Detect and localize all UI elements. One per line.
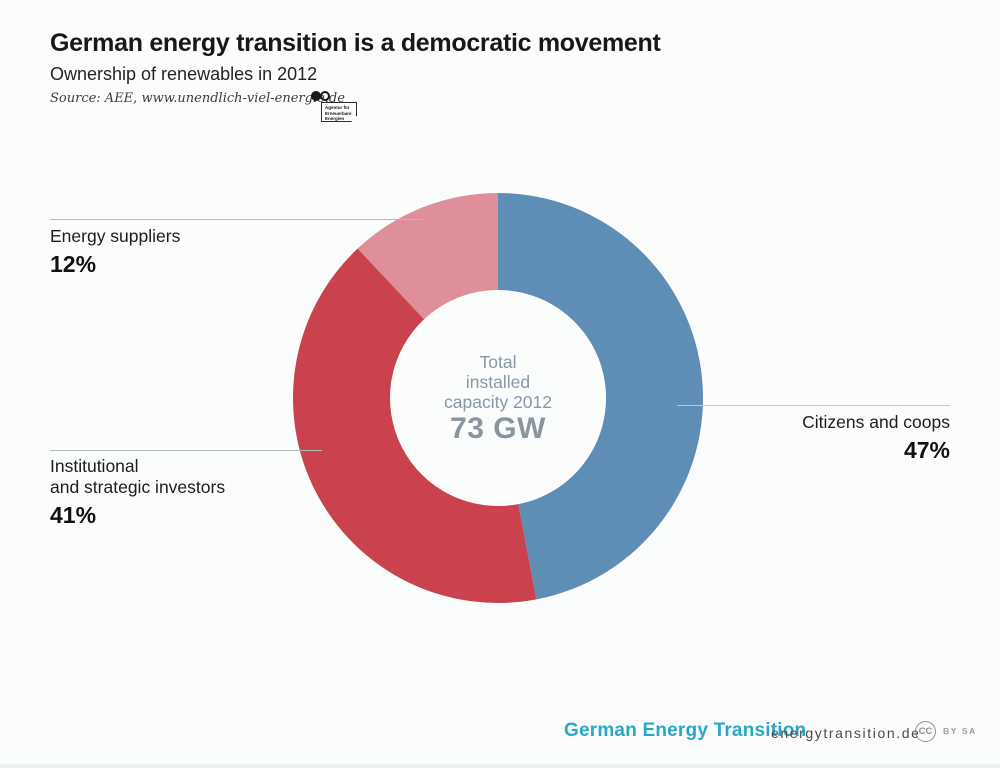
total-capacity-value: 73 GW — [450, 412, 546, 445]
german-energy-transition-logo: German Energy Transition — [564, 720, 807, 741]
bottom-strip — [0, 764, 1000, 768]
callout-label-line: and strategic investors — [50, 477, 226, 497]
cc-icon: CC — [915, 720, 936, 742]
center-label-line: Total — [479, 352, 517, 372]
callout-energy-suppliers: Energy suppliers 12% — [50, 226, 180, 278]
cc-license-badge[interactable]: CC BY SA — [915, 720, 977, 742]
center-label-line: installed — [465, 372, 531, 392]
aee-logo-ring-icon — [320, 91, 330, 101]
callout-citizens: Citizens and coops 47% — [802, 412, 950, 464]
cc-license-terms: BY SA — [943, 726, 977, 736]
page-title: German energy transition is a democratic… — [50, 29, 661, 57]
aee-logo: Agentur für Erneuerbare Energien — [311, 89, 361, 125]
callout-label: Energy suppliers — [50, 226, 181, 246]
callout-institutional: Institutional and strategic investors 41… — [50, 456, 225, 529]
donut-segment-energy-suppliers — [357, 193, 498, 320]
aee-logo-text-line: Erneuerbare — [325, 110, 352, 116]
callout-percent: 47% — [903, 437, 950, 463]
source-caption: Source: AEE, www.unendlich-viel-energie.… — [50, 91, 345, 106]
callout-label: Institutional and strategic investors — [50, 456, 225, 498]
leader-line-institutional — [50, 450, 322, 451]
callout-percent: 41% — [50, 502, 97, 528]
donut-segment-citizens-and-coops — [498, 193, 704, 600]
leader-line-energy-suppliers — [50, 219, 423, 220]
subtitle: Ownership of renewables in 2012 — [50, 64, 318, 84]
donut-chart — [293, 193, 704, 604]
callout-label: Citizens and coops — [802, 412, 950, 432]
center-label-line: capacity 2012 — [444, 392, 552, 412]
donut-center-label: Total installed capacity 2012 73 GW — [373, 352, 623, 445]
site-url[interactable]: energytransition.de — [771, 725, 921, 741]
aee-logo-text-line: Energien — [325, 116, 345, 121]
aee-logo-note: Agentur für Erneuerbare Energien — [321, 102, 357, 122]
donut-segment-institutional-and-strategic-investors — [293, 248, 537, 604]
aee-logo-text-line: Agentur für — [325, 105, 350, 110]
callout-percent: 12% — [50, 251, 97, 277]
leader-line-citizens — [677, 405, 950, 406]
callout-label-line: Institutional — [50, 456, 139, 476]
